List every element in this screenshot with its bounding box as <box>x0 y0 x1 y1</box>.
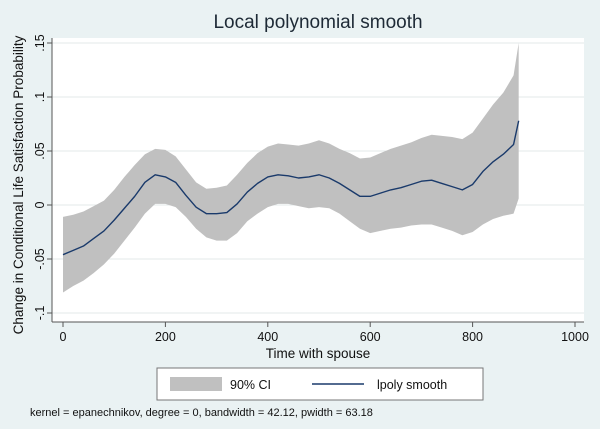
legend-ci-label: 90% CI <box>230 378 271 392</box>
ci-band-layer <box>63 43 519 293</box>
x-tick-label: 400 <box>257 330 278 344</box>
x-tick-label: 200 <box>155 330 176 344</box>
legend: 90% CI lpoly smooth <box>156 367 484 401</box>
x-tick-label: 0 <box>60 330 67 344</box>
legend-ci-swatch <box>170 377 222 391</box>
x-tick-label: 600 <box>360 330 381 344</box>
x-tick-label: 800 <box>462 330 483 344</box>
chart-note: kernel = epanechnikov, degree = 0, bandw… <box>30 407 373 419</box>
y-tick-label: 0 <box>33 201 47 208</box>
y-tick-label: -.1 <box>33 306 47 321</box>
x-tick-label: 1000 <box>561 330 589 344</box>
smooth-line-layer <box>62 120 520 256</box>
y-tick-label: -.05 <box>33 248 47 270</box>
x-axis-label: Time with spouse <box>266 346 371 361</box>
legend-line-label: lpoly smooth <box>377 378 447 392</box>
ci-band <box>63 43 519 293</box>
lpoly-smooth-line <box>62 120 520 256</box>
x-axis-ticks: 0 200 400 600 800 1000 <box>60 322 589 344</box>
y-tick-label: .05 <box>33 142 47 159</box>
y-tick-label: .15 <box>33 34 47 51</box>
chart-title: Local polynomial smooth <box>213 12 422 33</box>
y-axis-ticks: -.1 -.05 0 .05 .1 .15 <box>33 34 52 320</box>
y-axis-label: Change in Conditional Life Satisfaction … <box>11 35 26 334</box>
y-tick-label: .1 <box>33 92 47 102</box>
